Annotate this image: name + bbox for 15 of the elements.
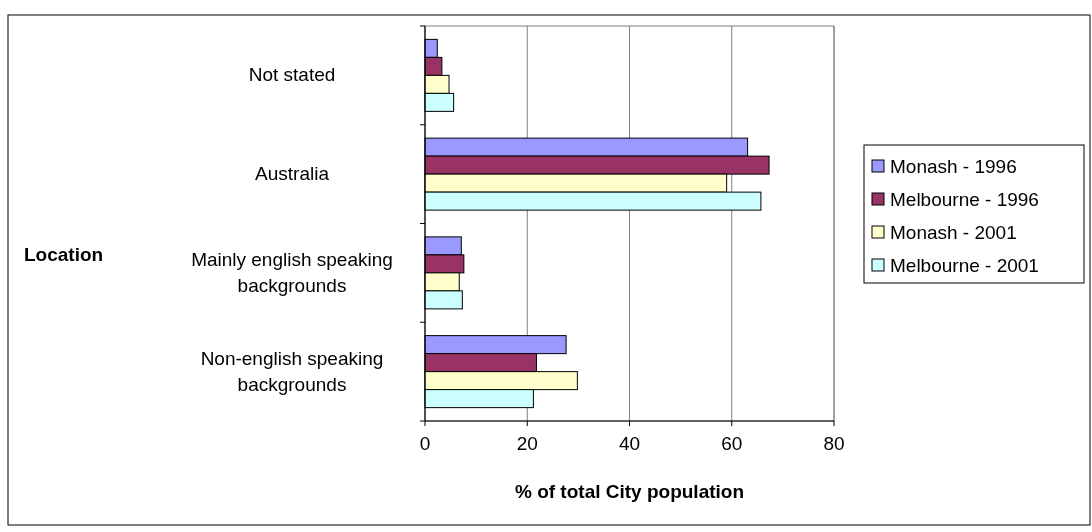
x-axis-title: % of total City population (514, 481, 745, 502)
x-tick-label: 20 (516, 433, 538, 454)
x-tick-label: 40 (618, 433, 641, 454)
x-tick-label: 80 (823, 433, 845, 454)
y-tick-label: Australia (255, 163, 330, 185)
legend-label: Melbourne - 1996 (890, 189, 1039, 210)
y-tick-label: Non-english speaking backgrounds (200, 347, 384, 395)
legend-label: Melbourne - 2001 (890, 255, 1039, 276)
legend-label: Monash - 2001 (890, 222, 1017, 243)
x-tick-label: 0 (419, 433, 431, 454)
legend-label: Monash - 1996 (890, 156, 1017, 177)
y-tick-label: Mainly english speaking backgrounds (191, 248, 393, 296)
y-axis-title: Location (24, 244, 104, 265)
y-tick-label: Not stated (248, 64, 336, 86)
x-tick-label: 60 (721, 433, 743, 454)
